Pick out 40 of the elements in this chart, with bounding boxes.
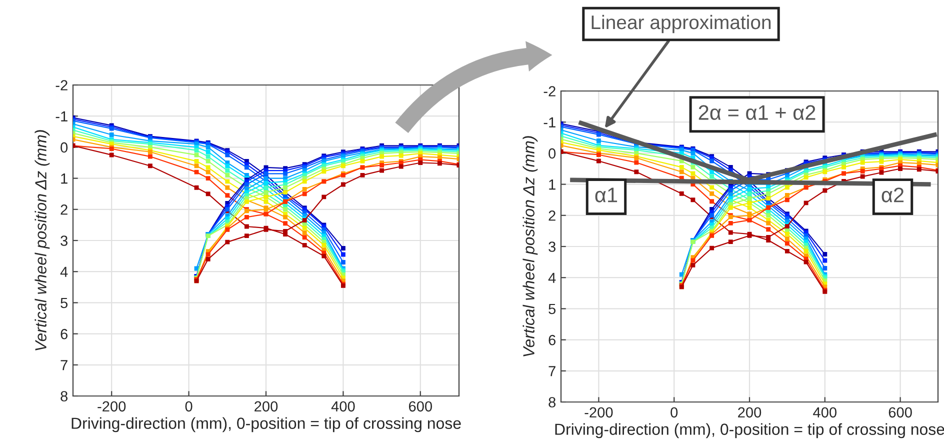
y-tick-label: 0 <box>548 148 556 159</box>
y-tick-label: 1 <box>549 180 556 190</box>
x-tick-label: 200 <box>738 407 762 418</box>
x-tick-label: 0 <box>670 407 678 418</box>
y-axis-title: Vertical wheel position Δz (mm) <box>34 130 50 350</box>
y-tick-label: 4 <box>548 272 556 283</box>
x-axis-title: Driving-direction (mm), 0-position = tip of crossing nose <box>555 423 944 438</box>
y-tick-label: 6 <box>60 328 68 340</box>
x-tick-label: 400 <box>813 407 836 418</box>
y-tick-label: 0 <box>60 142 68 153</box>
y-tick-label: 8 <box>60 391 68 402</box>
y-tick-label: 3 <box>60 236 68 246</box>
annotation: Linear approximation <box>592 14 771 34</box>
y-tick-label: 2 <box>548 210 556 221</box>
x-tick-label: 0 <box>185 401 192 412</box>
y-tick-label: 7 <box>60 360 68 370</box>
x-tick-label: 200 <box>254 401 278 412</box>
y-tick-label: 8 <box>548 397 556 408</box>
annotation: α2 <box>882 188 904 202</box>
x-tick-label: 400 <box>331 401 355 412</box>
annotation: α1 <box>595 188 618 202</box>
y-tick-label: -1 <box>56 111 68 122</box>
x-axis-title: Driving-direction (mm), 0-position = tip of crossing nose <box>72 417 461 432</box>
x-tick-label: -200 <box>584 407 613 418</box>
y-tick-label: 6 <box>548 334 556 346</box>
y-tick-label: -2 <box>544 86 556 96</box>
y-tick-label: 2 <box>60 204 68 215</box>
y-tick-label: 7 <box>548 366 556 376</box>
annotation: 2α = α1 + α2 <box>698 105 816 120</box>
y-tick-label: 1 <box>61 174 68 184</box>
y-tick-label: -1 <box>544 117 556 128</box>
y-tick-label: -2 <box>56 80 68 90</box>
x-tick-label: 600 <box>888 407 912 418</box>
y-tick-label: 5 <box>548 304 556 314</box>
x-tick-label: 600 <box>408 401 432 412</box>
x-tick-label: -200 <box>98 401 126 412</box>
y-tick-label: 5 <box>60 298 68 308</box>
y-tick-label: 3 <box>548 242 556 252</box>
y-tick-label: 4 <box>60 266 68 277</box>
y-axis-title: Vertical wheel position Δz (mm) <box>522 136 538 356</box>
